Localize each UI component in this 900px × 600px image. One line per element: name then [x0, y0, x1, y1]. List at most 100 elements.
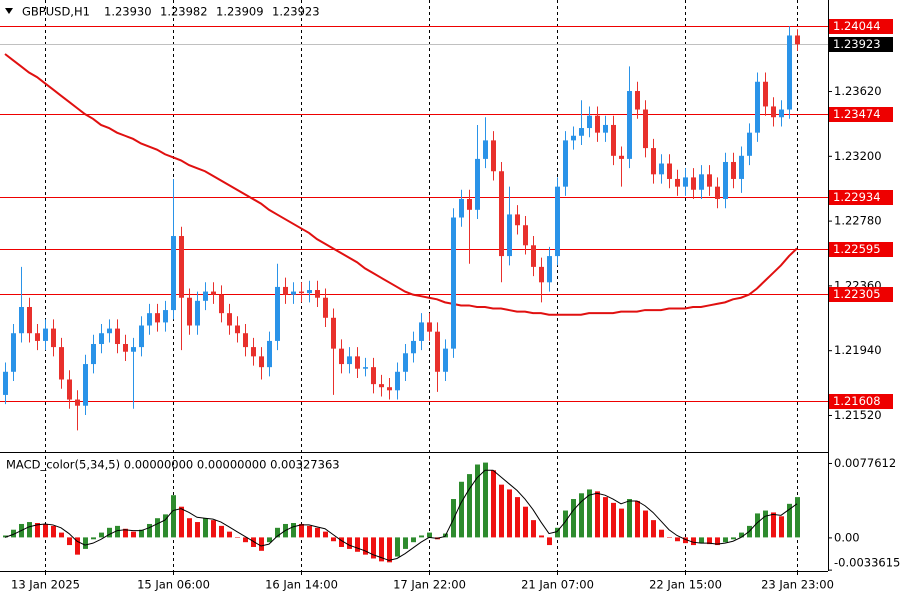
macd-bar: [299, 523, 304, 538]
candle-body: [683, 177, 688, 187]
candle-body: [611, 124, 616, 156]
macd-bar: [723, 537, 728, 543]
candle-body: [59, 347, 64, 380]
macd-bar: [587, 489, 592, 538]
level-label-box: [829, 242, 893, 257]
level-label: 1.22595: [833, 242, 881, 256]
macd-bar: [211, 520, 216, 538]
candle-body: [267, 340, 272, 368]
candle-body: [547, 256, 552, 283]
macd-bar: [763, 510, 768, 538]
candle-body: [43, 328, 48, 341]
macd-bar: [483, 462, 488, 538]
macd-bar: [179, 506, 184, 538]
macd-bar: [555, 527, 560, 538]
macd-bar: [3, 535, 8, 538]
macd-bar: [195, 522, 200, 538]
candle-body: [675, 178, 680, 187]
candle-body: [707, 174, 712, 187]
candle-body: [315, 290, 320, 298]
x-tick-label: 16 Jan 14:00: [265, 578, 338, 592]
axis: 13 Jan 2025 15 Jan 06:00 16 Jan 14:00 17 Ja…: [11, 19, 900, 592]
candle-body: [595, 115, 600, 133]
candle-body: [51, 328, 56, 348]
macd-bar: [507, 489, 512, 538]
candle-body: [211, 291, 216, 295]
macd-bar: [83, 537, 88, 549]
macd-bar: [595, 491, 600, 538]
macd-bar: [675, 537, 680, 542]
candle-body: [75, 399, 80, 406]
candle-body: [203, 291, 208, 301]
candle-body: [339, 348, 344, 365]
macd-bar: [355, 537, 360, 552]
macd-bar: [411, 537, 416, 543]
grid: [45, 0, 798, 571]
macd-bar: [779, 516, 784, 538]
candle-body: [83, 364, 88, 406]
candle-body: [539, 266, 544, 283]
macd-bar: [59, 532, 64, 538]
y-tick-label: 1.23200: [834, 149, 882, 163]
candle-body: [795, 35, 800, 45]
candle-body: [507, 214, 512, 257]
macd-bar: [579, 493, 584, 538]
candle-body: [755, 81, 760, 133]
y-tick-label: 1.22780: [834, 214, 882, 228]
macd-bar: [419, 535, 424, 538]
level-label-box: [829, 190, 893, 205]
macd-bar: [115, 525, 120, 538]
header-low: 1.23909: [216, 5, 264, 19]
candle-body: [731, 161, 736, 179]
candle-body: [251, 347, 256, 357]
candle-body: [387, 387, 392, 391]
moving-average: [4, 53, 798, 316]
macd-bar: [139, 529, 144, 538]
level-label-box: [829, 287, 893, 302]
macd-bar: [227, 531, 232, 538]
candle-body: [579, 128, 584, 136]
level-label-box: [829, 394, 893, 409]
macd-bar: [651, 520, 656, 538]
macd-bar: [67, 537, 72, 546]
candle-body: [331, 317, 336, 349]
macd-bar: [539, 535, 544, 538]
macd-bar: [187, 518, 192, 538]
macd-bar: [347, 537, 352, 549]
candle-body: [147, 313, 152, 326]
macd-bar: [371, 537, 376, 559]
macd-bar: [531, 520, 536, 538]
x-tick-label: 22 Jan 15:00: [649, 578, 722, 592]
macd-bar: [131, 531, 136, 538]
candle-body: [163, 310, 168, 323]
macd-label: MACD_color(5,34,5) 0.00000000 0.00000000…: [6, 458, 340, 472]
candle-body: [747, 132, 752, 156]
candle-body: [459, 199, 464, 218]
macd-bar: [427, 532, 432, 538]
candle-body: [195, 300, 200, 326]
candle-body: [139, 325, 144, 348]
candle-body: [115, 328, 120, 345]
candle-body: [627, 91, 632, 159]
macd-bar: [491, 470, 496, 538]
macd-bar: [739, 532, 744, 538]
macd-bar: [619, 508, 624, 538]
macd-bar: [27, 522, 32, 538]
candle-body: [3, 371, 8, 395]
candle-body: [715, 186, 720, 200]
level-label: 1.22934: [833, 190, 881, 204]
macd-bar: [771, 512, 776, 538]
candle-body: [651, 148, 656, 175]
candle-body: [635, 91, 640, 110]
candle-body: [499, 171, 504, 257]
symbol-menu-arrow[interactable]: [5, 8, 13, 14]
x-tick-label: 13 Jan 2025: [11, 578, 80, 592]
candle-body: [787, 35, 792, 110]
candle-body: [283, 286, 288, 295]
candle-body: [491, 140, 496, 172]
candle-body: [563, 140, 568, 187]
header-high: 1.23982: [160, 5, 208, 19]
candle-body: [667, 163, 672, 179]
macd-bar: [307, 525, 312, 538]
